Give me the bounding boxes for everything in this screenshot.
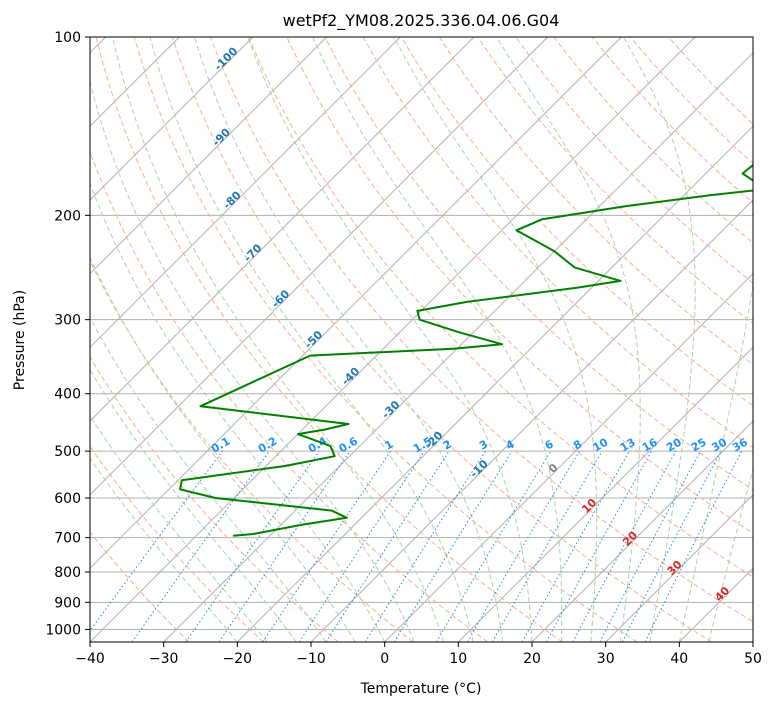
- sounding-profiles: [179, 163, 753, 537]
- moist-adiabat-line: [149, 37, 474, 642]
- isotherm-line: [90, 37, 696, 642]
- moist-adiabat-line: [708, 467, 753, 642]
- mixing-ratio-line: [185, 450, 320, 642]
- moist-adiabat-line: [193, 37, 503, 642]
- mixing-ratio-line: [218, 450, 351, 642]
- x-tick-label: 20: [523, 651, 541, 667]
- x-axis: −40 −30 −20 −10 0 10 20 30 40 50: [75, 642, 762, 667]
- dry-adiabat-line: [210, 37, 753, 623]
- isotherm-line: [90, 37, 254, 201]
- mixing-ratio-line: [90, 450, 223, 632]
- dry-adiabat-line: [438, 37, 753, 366]
- x-tick-label: 0: [380, 651, 389, 667]
- isotherm-line: [90, 37, 622, 570]
- y-tick-label: 500: [54, 444, 81, 460]
- mixing-ratio-line: [262, 450, 392, 642]
- moist-adiabat-line: [90, 79, 415, 642]
- x-tick-label: 30: [597, 651, 615, 667]
- isotherm-line: [384, 272, 753, 642]
- dry-adiabat-line: [171, 37, 712, 642]
- dry-adiabat-line: [324, 37, 753, 491]
- x-tick-label: −30: [149, 651, 179, 667]
- moist-adiabat-line: [496, 37, 641, 642]
- x-axis-label: Temperature (°C): [360, 681, 482, 697]
- moist-adiabat-line: [623, 37, 696, 642]
- isotherm-line: [90, 37, 328, 275]
- moist-adiabat-line: [393, 37, 598, 642]
- isotherm-line: [531, 420, 753, 642]
- mixing-ratio-line: [545, 450, 653, 642]
- dry-adiabat-line: [400, 37, 753, 407]
- plot-frame: [89, 36, 754, 643]
- y-tick-label: 100: [54, 30, 81, 46]
- isotherm-line: [90, 37, 549, 496]
- moist-adiabat-line: [90, 316, 327, 642]
- x-tick-label: 40: [670, 651, 688, 667]
- y-tick-label: 700: [54, 531, 81, 547]
- mixing-ratio-line: [572, 450, 677, 642]
- mixing-ratio-line: [325, 450, 450, 642]
- background-lines: [90, 37, 753, 642]
- x-tick-label: 50: [744, 651, 762, 667]
- dry-adiabat-line: [90, 356, 339, 642]
- mixing-ratio-line: [393, 450, 513, 642]
- dry-adiabat-line: [90, 259, 414, 642]
- mixing-ratio-line: [644, 450, 743, 642]
- y-tick-label: 200: [54, 208, 81, 224]
- isotherm-line: [236, 125, 753, 642]
- isotherm-line: [90, 37, 401, 349]
- mixing-ratio-line: [298, 450, 425, 642]
- x-tick-label: −10: [296, 651, 326, 667]
- dry-adiabat-line: [90, 531, 190, 642]
- mixing-ratio-line: [521, 450, 630, 642]
- moist-adiabat-line: [112, 37, 445, 642]
- isotherm-line: [605, 493, 753, 642]
- dry-adiabat-line: [90, 150, 488, 642]
- y-tick-label: 300: [54, 313, 81, 329]
- moist-adiabat-line: [247, 37, 533, 642]
- dry-adiabat-line: [248, 37, 753, 578]
- y-tick-label: 1000: [45, 622, 81, 638]
- moist-adiabat-line: [678, 281, 753, 642]
- y-tick-label: 600: [54, 491, 81, 507]
- dry-adiabat-line: [95, 37, 563, 642]
- y-axis-label: Pressure (hPa): [12, 290, 28, 390]
- moist-adiabat-line: [90, 414, 268, 642]
- moist-adiabat-line: [90, 181, 386, 642]
- x-tick-label: −40: [75, 651, 105, 667]
- x-tick-label: 10: [449, 651, 467, 667]
- moist-adiabat-line: [90, 256, 356, 642]
- dry-adiabat-line: [133, 37, 638, 642]
- isotherm-line: [90, 37, 475, 422]
- moist-adiabat-line: [90, 457, 238, 642]
- mixing-ratio-line: [131, 450, 270, 642]
- chart-title: wetPf2_YM08.2025.336.04.06.G04: [283, 11, 560, 31]
- y-tick-label: 400: [54, 387, 81, 403]
- dewpoint-profile: [179, 163, 753, 537]
- dry-adiabat-line: [515, 37, 753, 284]
- y-tick-label: 900: [54, 595, 81, 611]
- x-tick-label: −20: [223, 651, 253, 667]
- dry-adiabat-line: [90, 445, 264, 642]
- isotherm-line: [163, 51, 753, 642]
- moist-adiabat-line: [312, 37, 563, 642]
- y-axis: 100 200 300 400 500 600 700 800 900 1000: [45, 30, 90, 638]
- y-tick-label: 800: [54, 565, 81, 581]
